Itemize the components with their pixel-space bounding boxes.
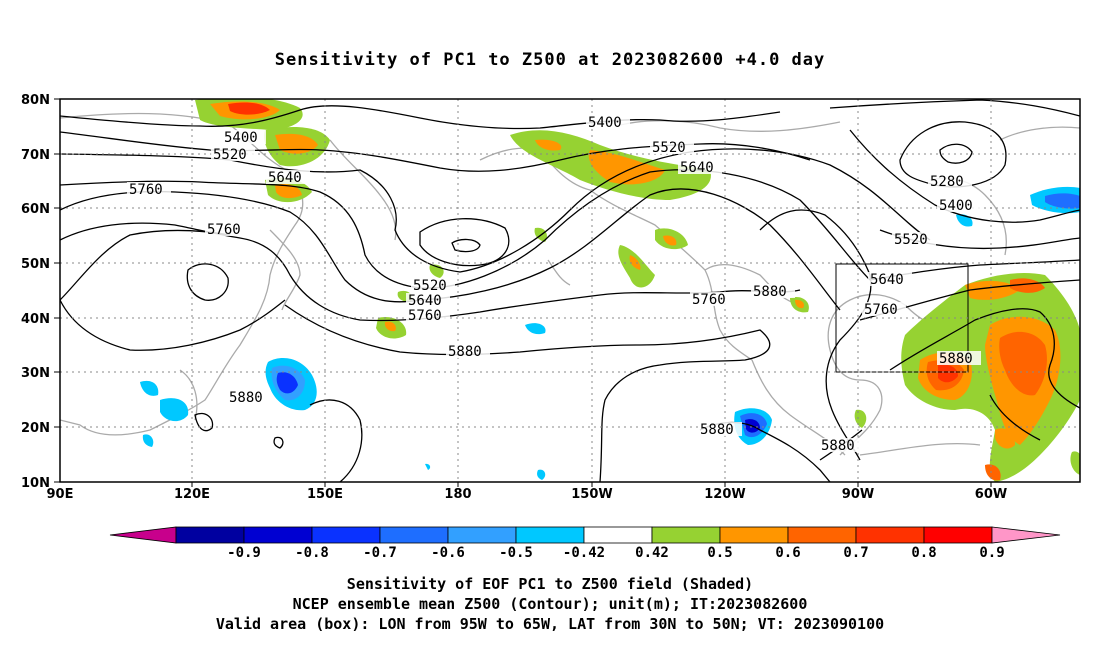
contour-label: 5880 <box>939 351 973 367</box>
contour-label: 5400 <box>588 115 622 131</box>
contour-label: 5880 <box>229 390 263 406</box>
contour-label: 5880 <box>448 344 482 360</box>
lon-label: 180 <box>444 487 471 502</box>
colorbar-label: 0.42 <box>635 545 669 561</box>
longitude-labels: 90E 120E 150E 180 150W 120W 90W 60W <box>47 487 1008 502</box>
colorbar-label: 0.5 <box>707 545 732 561</box>
sensitivity-map: 5400 5520 5640 5760 5760 5520 5640 5760 … <box>21 93 1081 502</box>
contour-label: 5880 <box>753 284 787 300</box>
colorbar-label: 0.6 <box>775 545 800 561</box>
caption-line-1: Sensitivity of EOF PC1 to Z500 field (Sh… <box>346 575 754 593</box>
contour-label: 5640 <box>268 170 302 186</box>
contour-label: 5760 <box>129 182 163 198</box>
contour-label: 5640 <box>680 160 714 176</box>
contour-labels: 5400 5520 5640 5760 5760 5520 5640 5760 … <box>127 115 981 454</box>
colorbar-label: -0.42 <box>563 545 605 561</box>
colorbar-label: -0.5 <box>499 545 533 561</box>
caption-line-3: Valid area (box): LON from 95W to 65W, L… <box>215 615 885 633</box>
colorbar-label: -0.9 <box>227 545 261 561</box>
colorbar-label: -0.6 <box>431 545 465 561</box>
colorbar-label: -0.8 <box>295 545 329 561</box>
contour-label: 5520 <box>652 140 686 156</box>
lon-label: 90E <box>47 487 74 502</box>
colorbar-label: 0.7 <box>843 545 868 561</box>
map-grid <box>60 99 1080 482</box>
coastlines <box>60 112 1080 456</box>
contour-label: 5880 <box>821 438 855 454</box>
contour-label: 5520 <box>894 232 928 248</box>
lat-label: 80N <box>21 93 50 108</box>
colorbar-label: 0.8 <box>911 545 936 561</box>
lat-label: 70N <box>21 148 50 163</box>
contour-label: 5880 <box>700 422 734 438</box>
lat-ticks <box>54 98 60 483</box>
chart-title: Sensitivity of PC1 to Z500 at 2023082600… <box>274 50 826 70</box>
colorbar-labels: -0.9 -0.8 -0.7 -0.6 -0.5 -0.42 0.42 0.5 0.6 0.7 0.… <box>227 545 1005 561</box>
map-frame <box>59 98 1081 483</box>
lon-label: 150W <box>571 487 612 502</box>
lat-label: 10N <box>21 476 50 491</box>
lon-label: 120E <box>174 487 210 502</box>
contour-label: 5640 <box>870 272 904 288</box>
lon-label: 150E <box>307 487 343 502</box>
caption-line-2: NCEP ensemble mean Z500 (Contour); unit(… <box>292 595 808 613</box>
lat-label: 40N <box>21 312 50 327</box>
latitude-labels: 80N 70N 60N 50N 40N 30N 20N 10N <box>21 93 50 491</box>
sensitivity-shading <box>140 99 1080 482</box>
lat-label: 60N <box>21 202 50 217</box>
contour-label: 5640 <box>408 293 442 309</box>
lon-label: 60W <box>975 487 1007 502</box>
lat-label: 30N <box>21 366 50 381</box>
lat-label: 50N <box>21 257 50 272</box>
contour-label: 5760 <box>864 302 898 318</box>
contour-label: 5760 <box>408 308 442 324</box>
contour-label: 5520 <box>413 278 447 294</box>
contour-label: 5400 <box>224 130 258 146</box>
lon-label: 90W <box>842 487 874 502</box>
contour-label: 5280 <box>930 174 964 190</box>
lat-label: 20N <box>21 421 50 436</box>
colorbar-label: -0.7 <box>363 545 397 561</box>
colorbar-label: 0.9 <box>979 545 1004 561</box>
contour-label: 5760 <box>207 222 241 238</box>
lon-ticks <box>191 482 992 487</box>
contour-label: 5400 <box>939 198 973 214</box>
lon-label: 120W <box>704 487 745 502</box>
contour-label: 5760 <box>692 292 726 308</box>
contour-label: 5520 <box>213 147 247 163</box>
caption: Sensitivity of EOF PC1 to Z500 field (Sh… <box>0 574 1100 634</box>
